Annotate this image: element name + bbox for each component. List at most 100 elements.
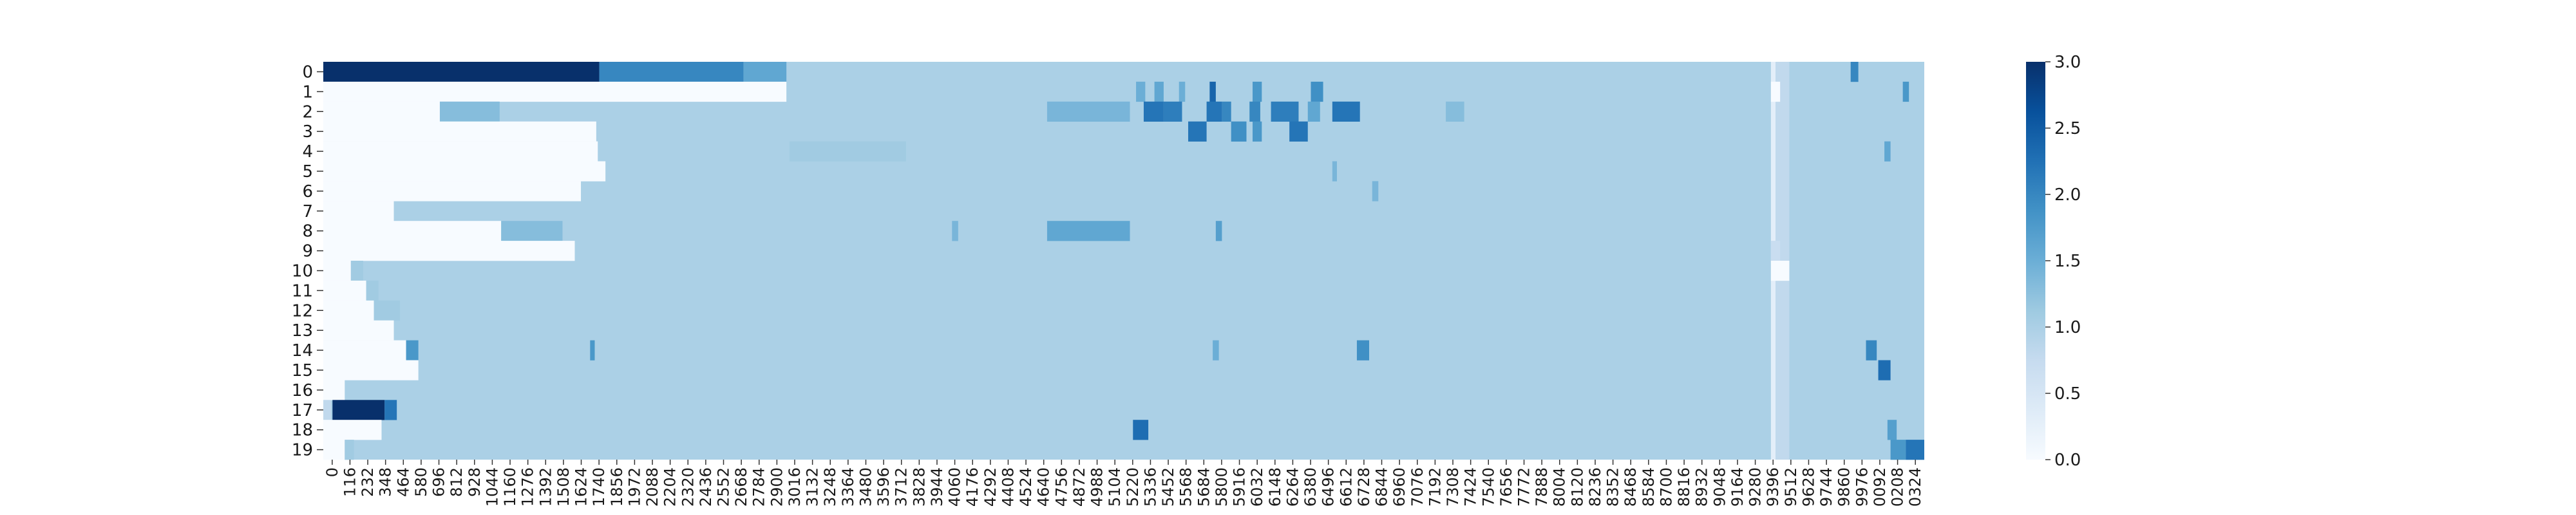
heatmap-cell (1446, 101, 1464, 122)
heatmap-cell (1253, 121, 1262, 142)
x-tick-label: 348 (377, 467, 395, 497)
x-tick-label: 3712 (893, 467, 911, 507)
heatmap-cell (1046, 101, 1130, 122)
heatmap-cell (1163, 101, 1182, 122)
x-tick-label: 6148 (1266, 467, 1284, 507)
heatmap-cell (323, 241, 575, 261)
x-tick-label: 5220 (1124, 467, 1142, 507)
heatmap-cell (1143, 101, 1164, 122)
heatmap-cell (323, 280, 366, 301)
x-tick-label: 4176 (963, 467, 981, 507)
x-tick-label: 5452 (1159, 467, 1177, 507)
x-tick-label: 9280 (1747, 467, 1765, 507)
x-tick-label: 9628 (1799, 467, 1817, 507)
x-tick-label: 8584 (1640, 467, 1658, 507)
heatmap-cell (1770, 261, 1790, 281)
x-tick-label: 7308 (1444, 467, 1462, 507)
heatmap-cells (323, 62, 1924, 460)
heatmap-cell (1249, 101, 1260, 122)
row-label: 18 (292, 421, 313, 440)
x-tick-label: 2668 (732, 467, 750, 507)
heatmap-cell (323, 121, 596, 142)
row-label: 12 (292, 301, 313, 321)
x-tick-label: 6612 (1337, 467, 1355, 507)
colorbar-tick-label: 1.5 (2054, 252, 2081, 271)
heatmap-cell (1356, 340, 1369, 360)
x-tick-label: 9976 (1853, 467, 1871, 507)
x-tick-label: 8352 (1604, 467, 1622, 507)
heatmap-cell (1884, 141, 1891, 162)
heatmap-cell (1887, 420, 1897, 440)
heatmap-cell (1154, 81, 1164, 102)
heatmap-cell (789, 141, 906, 162)
x-tick-label: 2900 (768, 467, 786, 507)
heatmap-cell (952, 221, 958, 241)
x-tick-label: 8236 (1586, 467, 1604, 507)
heatmap-cell (1046, 221, 1130, 241)
row-label: 1 (302, 82, 313, 102)
heatmap-cell (743, 62, 787, 82)
x-tick-label: 4060 (946, 467, 964, 507)
heatmap-cell (323, 141, 598, 162)
x-tick-label: 4988 (1088, 467, 1106, 507)
x-tick-label: 1972 (625, 467, 643, 507)
row-label: 0 (302, 62, 313, 82)
x-tick-label: 580 (412, 467, 430, 497)
x-tick-label: 1856 (608, 467, 626, 507)
x-tick-label: 1044 (483, 467, 501, 507)
heatmap-cell (323, 81, 787, 102)
heatmap-cell (1133, 420, 1149, 440)
heatmap-cell (1253, 81, 1262, 102)
colorbar-tick-label: 3.0 (2054, 53, 2081, 72)
x-tick-label: 6496 (1320, 467, 1338, 507)
x-tick-label: 696 (430, 467, 448, 497)
x-tick-label: 8120 (1568, 467, 1586, 507)
x-tick-label: 464 (394, 467, 412, 497)
x-tick-label: 2204 (661, 467, 679, 507)
row-label: 15 (292, 361, 313, 380)
heatmap-cell (323, 380, 345, 400)
x-tick-label: 6380 (1302, 467, 1320, 507)
row-label: 14 (292, 341, 313, 360)
x-tick-label: 3132 (804, 467, 822, 507)
row-label: 7 (302, 202, 313, 221)
x-tick-label: 5104 (1106, 467, 1124, 507)
heatmap-cell (323, 161, 606, 182)
heatmap-cell (1332, 161, 1337, 182)
x-tick-label: 8816 (1675, 467, 1693, 507)
heatmap-cell (1215, 221, 1222, 241)
heatmap-cell (366, 280, 379, 301)
heatmap-cell (599, 62, 744, 82)
x-tick-label: 1740 (590, 467, 608, 507)
heatmap-cell (1311, 81, 1323, 102)
heatmap-cell (323, 261, 351, 281)
x-tick-label: 5800 (1213, 467, 1231, 507)
x-tick-label: 0324 (1906, 467, 1924, 507)
heatmap-cell (1850, 62, 1859, 82)
x-tick-label: 1276 (519, 467, 537, 507)
heatmap-cell (345, 440, 354, 460)
colorbar-gradient (2026, 62, 2045, 460)
x-tick-label: 2088 (643, 467, 661, 507)
heatmap-cell (439, 101, 500, 122)
x-tick-label: 7888 (1533, 467, 1551, 507)
heatmap-cell (1770, 81, 1781, 102)
heatmap-cell (323, 181, 582, 201)
heatmap-cell (1188, 121, 1207, 142)
x-tick-label: 9048 (1710, 467, 1728, 507)
row-label: 9 (302, 242, 313, 261)
x-tick-label: 3480 (857, 467, 875, 507)
x-tick-label: 3248 (821, 467, 839, 507)
row-label: 13 (292, 321, 313, 341)
x-tick-label: 4408 (999, 467, 1017, 507)
heatmap-cell (323, 340, 406, 360)
heatmap-cell (332, 400, 385, 420)
heatmap-cell (323, 101, 440, 122)
x-tick-label: 3828 (910, 467, 928, 507)
heatmap-cell (323, 320, 394, 341)
x-tick-label: 1624 (573, 467, 591, 507)
x-tick-label: 7656 (1497, 467, 1515, 507)
colorbar-tick-label: 2.5 (2054, 119, 2081, 138)
heatmap-cell (1231, 121, 1247, 142)
